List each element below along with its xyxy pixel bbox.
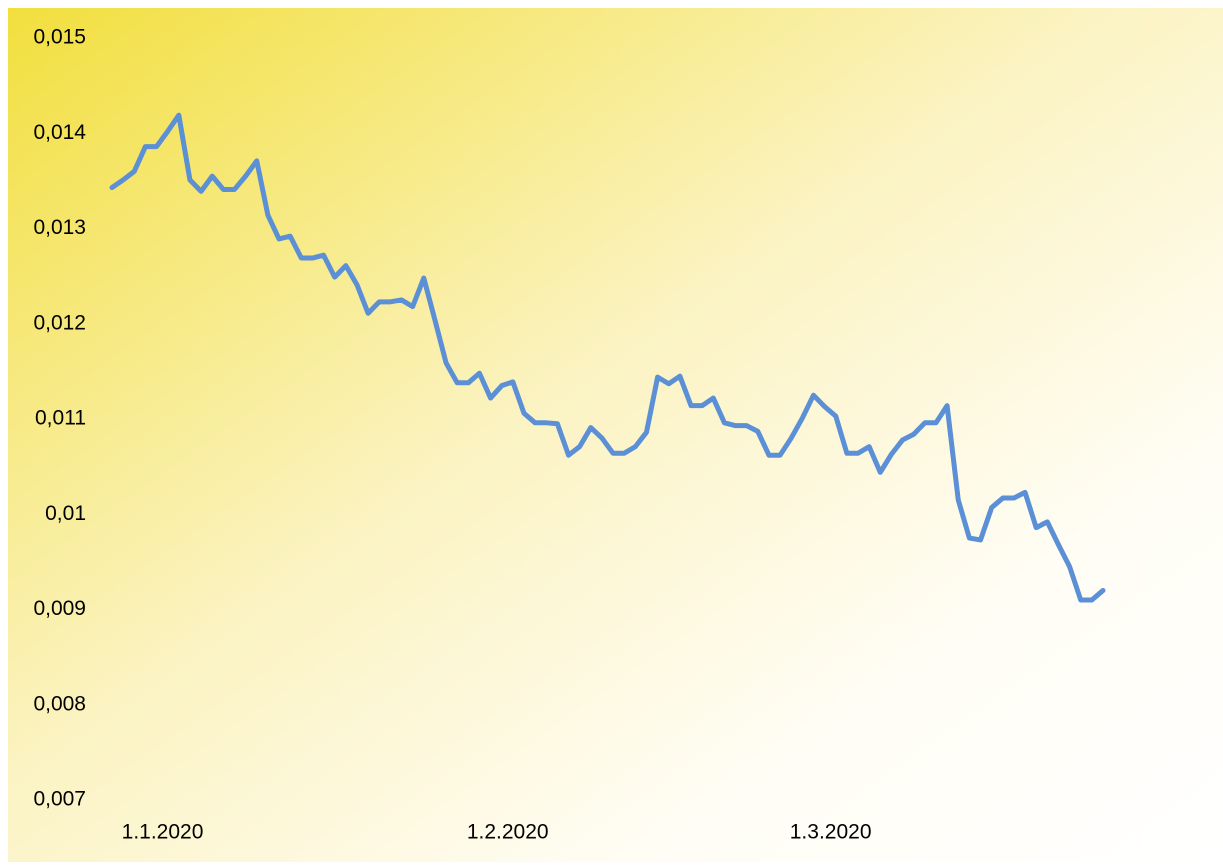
line-series <box>109 112 1106 603</box>
chart-background <box>8 8 1223 862</box>
y-tick-label: 0,011 <box>35 407 86 430</box>
y-tick-label: 0,01 <box>45 502 86 525</box>
y-tick-label: 0,014 <box>33 121 86 144</box>
x-tick-label: 1.1.2020 <box>122 821 204 844</box>
y-tick-label: 0,012 <box>33 311 86 334</box>
y-tick-label: 0,013 <box>33 216 86 239</box>
y-tick-label: 0,009 <box>33 597 86 620</box>
x-tick-label: 1.2.2020 <box>467 821 549 844</box>
y-tick-label: 0,008 <box>33 692 86 715</box>
y-tick-label: 0,015 <box>33 26 86 49</box>
x-tick-label: 1.3.2020 <box>790 821 872 844</box>
y-tick-label: 0,007 <box>33 788 86 811</box>
